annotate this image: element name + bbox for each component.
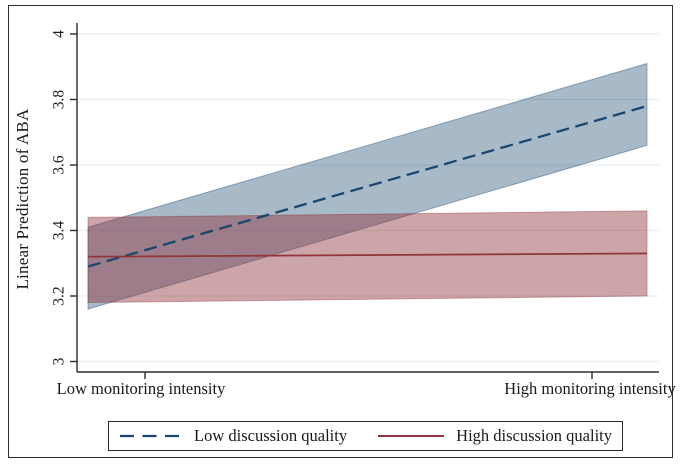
y-tick-label: 3 bbox=[51, 357, 68, 365]
figure-border bbox=[8, 5, 673, 458]
ci-band-series-0 bbox=[87, 62, 648, 310]
legend-label: Low discussion quality bbox=[194, 426, 348, 445]
y-tick-label: 3.4 bbox=[51, 221, 68, 241]
x-tick-label-low: Low monitoring intensity bbox=[56, 379, 226, 398]
legend-entry-low-discussion: Low discussion quality bbox=[119, 426, 347, 446]
legend-solid-line-sample bbox=[378, 435, 445, 437]
y-tick-label: 3.2 bbox=[51, 286, 68, 305]
ci-band-series-1 bbox=[87, 210, 648, 304]
legend-label: High discussion quality bbox=[456, 426, 612, 445]
y-tick-label: 3.6 bbox=[51, 155, 68, 175]
series-line-1 bbox=[87, 252, 648, 258]
legend-dashed-line-sample bbox=[120, 434, 182, 438]
legend: Low discussion quality High discussion q… bbox=[108, 421, 623, 451]
y-tick-label: 3.8 bbox=[51, 90, 68, 110]
legend-entry-high-discussion: High discussion quality bbox=[377, 426, 612, 446]
y-axis-title: Linear Prediction of ABA bbox=[13, 108, 32, 290]
x-tick-label-high: High monitoring intensity bbox=[504, 379, 676, 398]
y-tick-label: 4 bbox=[51, 30, 68, 38]
